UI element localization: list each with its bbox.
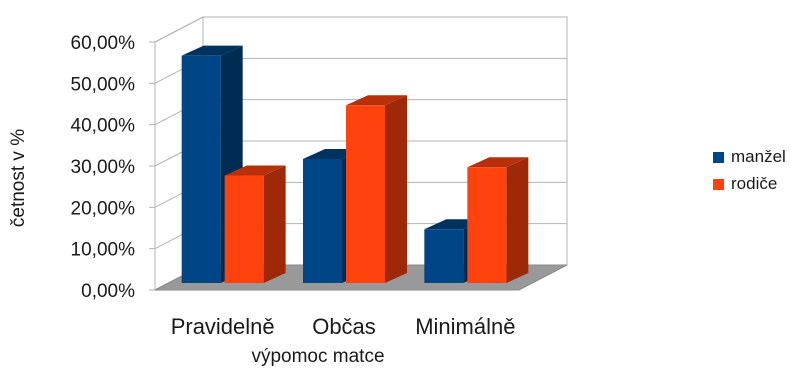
bar-top — [467, 157, 529, 168]
bar — [346, 95, 407, 284]
x-tick-label: Minimálně — [415, 314, 515, 339]
bar-front — [424, 229, 464, 283]
bar-front — [303, 159, 342, 283]
bar-front — [467, 167, 507, 283]
legend: manžel rodiče — [713, 147, 786, 193]
bar-side — [506, 157, 529, 283]
y-tick-label: 50,00% — [71, 74, 136, 95]
legend-label: rodiče — [731, 174, 777, 193]
y-axis-label: četnost v % — [8, 129, 29, 227]
x-tick-label: Občas — [312, 314, 376, 339]
y-tick-label: 20,00% — [71, 198, 136, 219]
y-tick-label: 40,00% — [71, 116, 136, 137]
y-tick-label: 30,00% — [71, 157, 136, 178]
bars — [181, 45, 529, 284]
bar-front — [181, 55, 221, 283]
legend-swatch — [713, 179, 724, 190]
legend-swatch — [713, 152, 724, 163]
legend-label: manžel — [731, 147, 786, 166]
bar-front — [224, 175, 264, 283]
bar-top — [346, 95, 407, 106]
y-tick-label: 60,00% — [71, 33, 136, 54]
bar — [467, 157, 529, 283]
bar-top — [224, 165, 286, 176]
bar-side — [385, 95, 407, 284]
bar — [224, 165, 286, 283]
y-tick-label: 0,00% — [81, 281, 135, 302]
bar-top — [181, 45, 243, 56]
y-axis-ticks: 0,00% 10,00% 20,00% 30,00% 40,00% 50,00% 60,00… — [71, 33, 136, 302]
bar-side — [263, 165, 286, 283]
x-axis-ticks: Pravidelně Občas Minimálně — [171, 314, 516, 339]
x-axis-label: výpomoc matce — [251, 346, 384, 367]
x-tick-label: Pravidelně — [171, 314, 275, 339]
gridline-side — [154, 16, 204, 43]
bar-front — [346, 105, 385, 284]
y-tick-label: 10,00% — [71, 240, 136, 261]
